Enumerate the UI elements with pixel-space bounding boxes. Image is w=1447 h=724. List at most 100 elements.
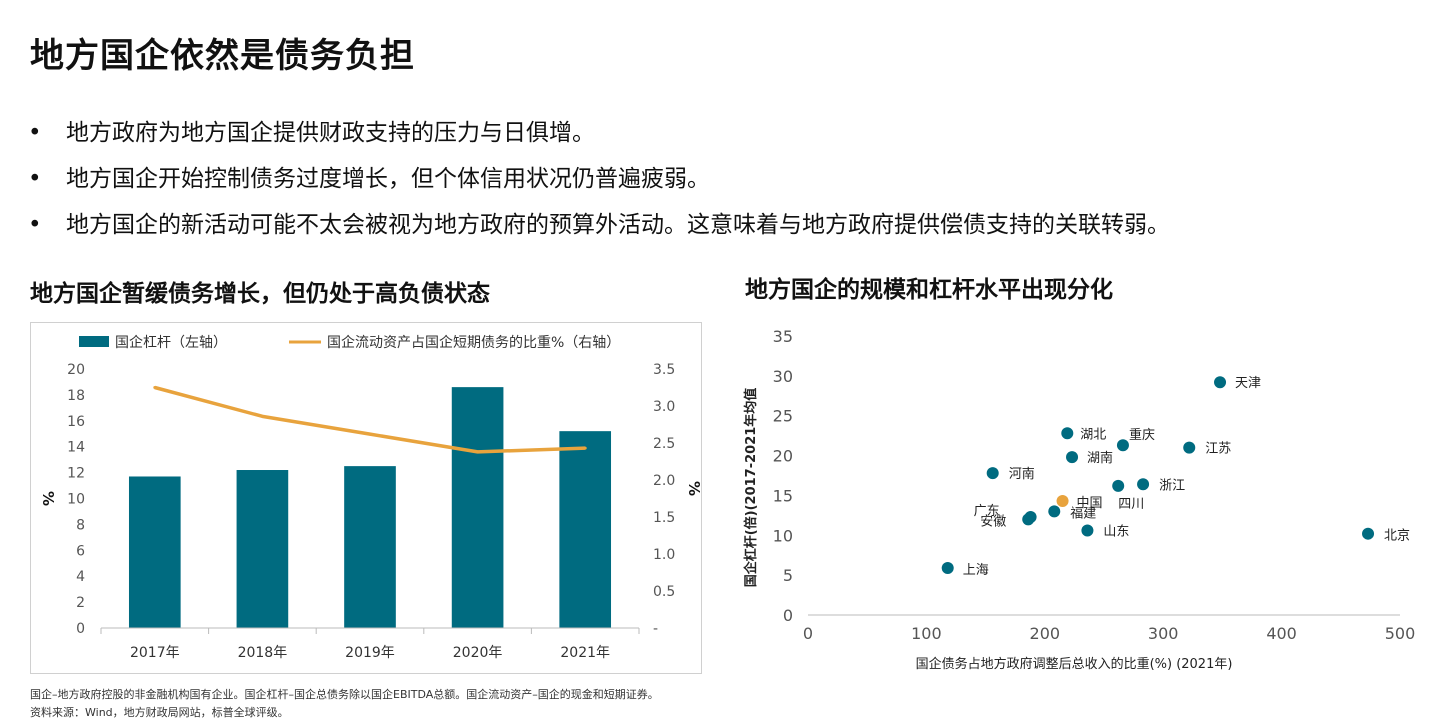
y2-tick-label: - bbox=[653, 621, 658, 637]
point-label: 北京 bbox=[1384, 529, 1410, 544]
scatter-point bbox=[1048, 505, 1061, 518]
y2-tick-label: 3.0 bbox=[653, 399, 675, 415]
y2-axis-title: % bbox=[685, 481, 701, 496]
bullet-list: • 地方政府为地方国企提供财政支持的压力与日俱增。 • 地方国企开始控制债务过度增长… bbox=[28, 110, 1170, 248]
leverage-combo-chart: 国企杠杆（左轴） 国企流动资产占国企短期债务的比重%（右轴） 0 2 4 6 8 10 12 14… bbox=[39, 334, 701, 661]
y2-tick-label: 0.5 bbox=[653, 584, 675, 600]
bullet-dot: • bbox=[28, 212, 42, 238]
y-tick-label: 30 bbox=[773, 367, 793, 386]
y-tick-label: 15 bbox=[773, 486, 793, 505]
bar bbox=[451, 387, 504, 628]
point-label: 浙江 bbox=[1159, 478, 1185, 493]
x-tick-label: 2020年 bbox=[453, 645, 503, 661]
scatter-point bbox=[1056, 495, 1069, 508]
legend-swatch-bar bbox=[79, 336, 109, 347]
y-tick-label: 18 bbox=[67, 388, 85, 404]
y2-tick-label: 2.5 bbox=[653, 436, 675, 452]
scatter-point bbox=[1081, 524, 1094, 537]
y-tick-label: 12 bbox=[67, 466, 85, 482]
bullet-dot: • bbox=[28, 120, 42, 146]
x-tick-label: 2021年 bbox=[560, 645, 610, 661]
bullet-text: 地方国企开始控制债务过度增长，但个体信用状况仍普遍疲弱。 bbox=[66, 166, 710, 192]
x-tick-label: 400 bbox=[1266, 624, 1297, 643]
x-tick-label: 500 bbox=[1385, 624, 1416, 643]
right-chart-title: 地方国企的规模和杠杆水平出现分化 bbox=[745, 277, 1113, 303]
scatter-point bbox=[1022, 513, 1035, 526]
x-tick-label: 300 bbox=[1148, 624, 1179, 643]
x-tick-label: 2017年 bbox=[130, 645, 180, 661]
y-tick-label: 16 bbox=[67, 414, 85, 430]
x-tick-label: 2019年 bbox=[345, 645, 395, 661]
line-point bbox=[583, 446, 587, 450]
point-label: 重庆 bbox=[1129, 427, 1155, 443]
bar bbox=[236, 470, 289, 628]
scatter-point bbox=[1061, 427, 1074, 440]
line-point bbox=[368, 432, 372, 436]
bullet-text: 地方政府为地方国企提供财政支持的压力与日俱增。 bbox=[66, 120, 595, 146]
scatter-point bbox=[1362, 527, 1375, 540]
y2-tick-label: 1.5 bbox=[653, 510, 675, 526]
y-tick-label: 0 bbox=[76, 621, 85, 637]
point-label: 中国 bbox=[1077, 496, 1103, 511]
y-tick-label: 5 bbox=[783, 566, 793, 585]
page-title: 地方国企依然是债务负担 bbox=[30, 36, 415, 76]
scatter-point bbox=[1066, 451, 1079, 464]
bullet-item: • 地方政府为地方国企提供财政支持的压力与日俱增。 bbox=[28, 110, 1170, 156]
y2-tick-label: 3.5 bbox=[653, 362, 675, 378]
y-tick-label: 20 bbox=[67, 362, 85, 378]
line-point bbox=[153, 386, 157, 389]
bar bbox=[559, 431, 612, 628]
x-tick-label: 100 bbox=[911, 624, 942, 643]
scatter-point bbox=[941, 561, 954, 574]
y2-tick-label: 1.0 bbox=[653, 547, 675, 563]
bullet-item: • 地方国企开始控制债务过度增长，但个体信用状况仍普遍疲弱。 bbox=[28, 156, 1170, 202]
bullet-item: • 地方国企的新活动可能不太会被视为地方政府的预算外活动。这意味着与地方政府提供偿… bbox=[28, 202, 1170, 248]
y-tick-label: 10 bbox=[67, 492, 85, 508]
footnote-source: 资料来源：Wind，地方财政局网站，标普全球评级。 bbox=[30, 706, 289, 719]
bar bbox=[128, 476, 181, 628]
y-axis-title: 国企杠杆(倍)(2017-2021年均值 bbox=[743, 388, 759, 588]
point-label: 广东 bbox=[974, 504, 1000, 519]
scatter-point bbox=[1214, 376, 1227, 389]
x-axis-title: 国企债务占地方政府调整后总收入的比重(%) (2021年) bbox=[916, 656, 1233, 672]
leverage-scatter-chart: 0 5 10 15 20 25 30 35 0 100 200 300 400 500 国企债务占地方政府调… bbox=[743, 327, 1416, 672]
bar bbox=[344, 466, 396, 628]
scatter-point bbox=[1183, 441, 1196, 454]
bullet-text: 地方国企的新活动可能不太会被视为地方政府的预算外活动。这意味着与地方政府提供偿债… bbox=[66, 212, 1170, 238]
legend-label-bar: 国企杠杆（左轴） bbox=[115, 334, 227, 351]
x-tick-label: 200 bbox=[1030, 624, 1061, 643]
left-chart-frame: 国企杠杆（左轴） 国企流动资产占国企短期债务的比重%（右轴） 0 2 4 6 8 10 12 14… bbox=[30, 322, 702, 674]
x-tick-label: 0 bbox=[803, 624, 813, 643]
point-label: 四川 bbox=[1118, 497, 1144, 512]
y-tick-label: 8 bbox=[76, 517, 85, 533]
point-label: 福建 bbox=[1070, 506, 1096, 521]
y-tick-label: 35 bbox=[773, 327, 793, 346]
footnote-definitions: 国企–地方政府控股的非金融机构国有企业。国企杠杆–国企总债务除以国企EBITDA… bbox=[30, 688, 659, 701]
y-tick-label: 20 bbox=[773, 447, 793, 466]
scatter-point bbox=[1137, 478, 1150, 491]
y-axis-title: % bbox=[39, 491, 57, 506]
y-tick-label: 0 bbox=[783, 606, 793, 625]
point-label: 湖南 bbox=[1087, 450, 1113, 466]
x-tick-label: 2018年 bbox=[238, 645, 288, 661]
y-tick-label: 14 bbox=[67, 440, 85, 456]
legend-label-line: 国企流动资产占国企短期债务的比重%（右轴） bbox=[327, 334, 620, 351]
scatter-point bbox=[1116, 439, 1129, 452]
scatter-point bbox=[986, 467, 999, 480]
point-label: 山东 bbox=[1103, 525, 1129, 540]
line-point bbox=[476, 450, 480, 454]
point-label: 天津 bbox=[1235, 376, 1261, 391]
y2-tick-label: 2.0 bbox=[653, 473, 675, 489]
bullet-dot: • bbox=[28, 166, 42, 192]
y-tick-label: 4 bbox=[76, 569, 85, 585]
point-label: 河南 bbox=[1009, 466, 1035, 482]
y-tick-label: 10 bbox=[773, 526, 793, 545]
y-tick-label: 2 bbox=[76, 595, 85, 611]
y-tick-label: 25 bbox=[773, 407, 793, 426]
point-label: 上海 bbox=[963, 563, 989, 578]
point-label: 安徽 bbox=[980, 514, 1006, 529]
line-series bbox=[154, 385, 586, 454]
scatter-point bbox=[1112, 479, 1125, 492]
line-point bbox=[260, 414, 264, 418]
y-tick-label: 6 bbox=[76, 543, 85, 559]
